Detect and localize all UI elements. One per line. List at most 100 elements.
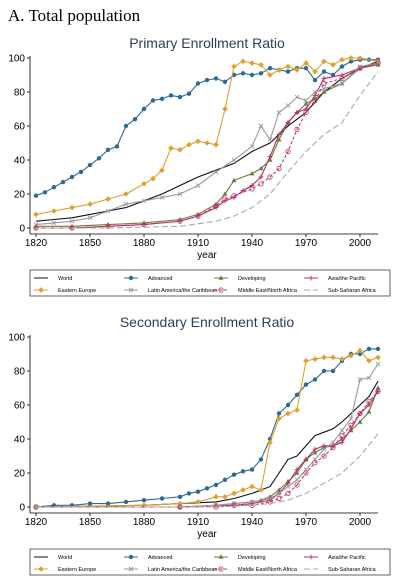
data-point	[186, 491, 192, 496]
data-point	[357, 55, 363, 61]
data-point	[348, 422, 354, 428]
legend-label: Asia/the Pacific	[328, 276, 366, 282]
data-point	[267, 439, 273, 446]
legend-box	[29, 548, 391, 576]
legend-item: Developing	[214, 554, 266, 561]
legend-label: Latin America/the Caribbean	[148, 567, 217, 573]
data-point	[222, 191, 228, 196]
x-tick-label: 1880	[133, 517, 156, 528]
chart-title: Primary Enrollment Ratio	[129, 35, 285, 51]
x-tick-label: 1910	[187, 517, 210, 528]
data-point	[249, 186, 255, 192]
data-point	[168, 145, 174, 151]
data-point	[312, 356, 318, 362]
data-point	[240, 188, 246, 193]
legend-marker	[308, 554, 314, 560]
data-point	[276, 415, 282, 422]
data-point	[222, 494, 228, 500]
series-line	[35, 348, 378, 508]
data-point	[105, 147, 111, 152]
data-point	[357, 419, 363, 424]
data-point	[303, 382, 309, 387]
data-point	[51, 185, 57, 190]
data-point	[348, 55, 354, 61]
data-point	[258, 174, 264, 180]
data-point	[285, 69, 291, 74]
legend-item: Sub-Saharan Africa	[304, 567, 377, 573]
data-point	[348, 416, 354, 421]
data-point	[258, 165, 264, 171]
data-point	[375, 354, 381, 361]
data-point	[168, 93, 174, 98]
data-point	[330, 62, 336, 68]
data-point	[222, 79, 228, 85]
legend-label: Eastern Europe	[58, 288, 96, 294]
data-point	[312, 68, 318, 75]
data-point	[195, 499, 201, 505]
x-tick-label: 2000	[349, 238, 372, 249]
legend-label: Latin America/the Caribbean	[148, 288, 217, 294]
data-point	[123, 499, 129, 505]
data-point	[366, 346, 372, 352]
legend-label: Asia/the Pacific	[328, 555, 366, 561]
data-point	[249, 60, 255, 66]
data-point	[78, 169, 84, 175]
data-point	[276, 491, 282, 496]
series-world	[35, 60, 379, 222]
data-point	[231, 193, 237, 199]
x-tick-label: 1970	[295, 238, 318, 249]
data-point	[348, 352, 354, 359]
data-point	[69, 174, 75, 180]
data-point	[231, 472, 237, 477]
data-point	[294, 470, 300, 475]
data-point	[177, 494, 183, 499]
data-point	[285, 63, 291, 70]
series-advanced	[33, 346, 381, 510]
x-tick-label: 1880	[133, 238, 156, 249]
x-tick-label: 2000	[349, 517, 372, 528]
data-point	[321, 443, 327, 449]
data-point	[240, 71, 246, 76]
data-point	[195, 183, 201, 188]
data-point	[141, 502, 147, 509]
data-point	[258, 123, 264, 129]
data-point	[339, 428, 345, 433]
legend-label: World	[58, 276, 72, 282]
data-point	[357, 377, 363, 382]
data-point	[339, 64, 345, 69]
series-line	[35, 60, 379, 222]
data-point	[312, 450, 318, 455]
data-point	[141, 198, 147, 204]
data-point	[258, 62, 264, 68]
data-point	[87, 162, 93, 168]
data-point	[141, 181, 147, 187]
data-point	[240, 58, 246, 65]
data-point	[249, 467, 255, 472]
data-point	[105, 501, 111, 506]
data-point	[303, 101, 309, 106]
legend-label: Developing	[238, 555, 266, 561]
x-axis-label: year	[197, 529, 217, 540]
data-point	[330, 354, 336, 361]
data-point	[366, 398, 372, 405]
data-point	[321, 80, 327, 87]
series-advanced	[33, 57, 381, 198]
legend-item: Middle East/North Africa	[214, 566, 298, 573]
series-line	[35, 349, 379, 508]
data-point	[276, 165, 282, 172]
data-point	[321, 69, 327, 74]
data-point	[321, 58, 327, 65]
legend-item: Eastern Europe	[34, 566, 96, 573]
data-point	[177, 191, 183, 197]
series-eastern-europe	[33, 55, 381, 218]
legend-item: Sub-Saharan Africa	[304, 288, 377, 294]
legend-marker	[128, 287, 134, 293]
data-point	[123, 123, 129, 129]
data-point	[51, 220, 57, 226]
data-point	[321, 86, 327, 91]
legend-item: Latin America/the Caribbean	[124, 566, 217, 573]
data-point	[294, 407, 300, 413]
data-point	[60, 179, 66, 185]
data-point	[258, 181, 264, 187]
data-point	[87, 501, 93, 506]
